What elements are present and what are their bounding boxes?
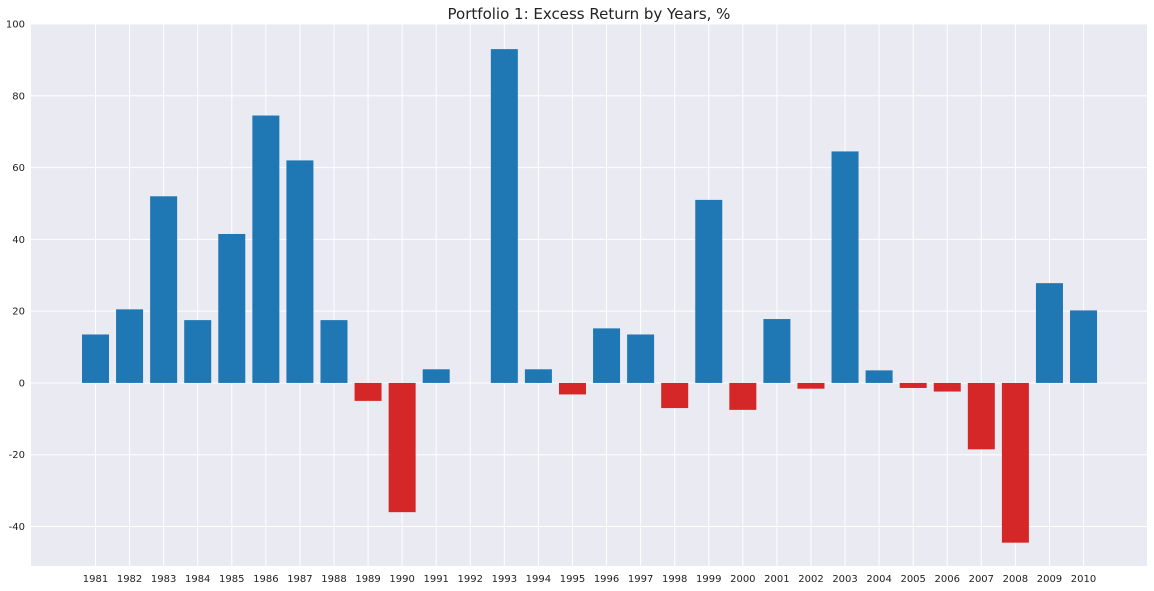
y-tick-label: 100 xyxy=(6,20,25,31)
bar-1991 xyxy=(422,369,450,383)
bar-2008 xyxy=(1001,382,1029,543)
bar-2003 xyxy=(831,151,859,383)
bar-1994 xyxy=(524,369,552,383)
bar-1986 xyxy=(252,115,280,383)
x-tick-label: 1995 xyxy=(560,574,585,585)
x-tick-label: 1992 xyxy=(458,574,483,585)
x-tick-label: 1989 xyxy=(355,574,380,585)
y-axis-ticks: -40 -20 0 20 40 60 80 100 xyxy=(6,20,25,534)
x-tick-label: 2004 xyxy=(866,574,891,585)
bar-1996 xyxy=(593,328,621,383)
bar-2002 xyxy=(797,382,825,389)
y-tick-label: 0 xyxy=(19,378,25,389)
y-tick-label: 20 xyxy=(12,307,25,318)
x-tick-label: 1983 xyxy=(151,574,176,585)
bar-2007 xyxy=(967,382,995,450)
x-tick-label: 2005 xyxy=(900,574,925,585)
x-tick-label: 1994 xyxy=(526,574,551,585)
x-tick-label: 2006 xyxy=(935,574,960,585)
y-tick-label: 60 xyxy=(12,163,25,174)
bar-1981 xyxy=(82,334,109,383)
x-tick-label: 1986 xyxy=(253,574,278,585)
x-tick-label: 1997 xyxy=(628,574,653,585)
plot-area xyxy=(31,24,1147,566)
x-tick-label: 1981 xyxy=(83,574,108,585)
bar-1982 xyxy=(116,309,144,383)
bar-1990 xyxy=(388,382,416,513)
bar-2010 xyxy=(1070,310,1098,383)
bar-1999 xyxy=(695,199,723,383)
bar-1988 xyxy=(320,320,348,383)
x-axis-ticks: 1981 1982 1983 1984 1985 1986 1987 1988 1989 1990… xyxy=(83,574,1096,585)
bar-1995 xyxy=(558,382,586,395)
bar-1984 xyxy=(184,320,212,383)
bar-2005 xyxy=(899,382,927,388)
y-tick-label: -40 xyxy=(9,522,25,533)
bar-2004 xyxy=(865,370,893,383)
x-tick-label: 1993 xyxy=(492,574,517,585)
bar-1983 xyxy=(150,196,178,383)
bar-1993 xyxy=(490,49,518,383)
bar-1989 xyxy=(354,382,382,401)
y-tick-label: 40 xyxy=(12,235,25,246)
x-tick-label: 1999 xyxy=(696,574,721,585)
x-tick-label: 1996 xyxy=(594,574,619,585)
x-tick-label: 2002 xyxy=(798,574,823,585)
x-tick-label: 1998 xyxy=(662,574,687,585)
bar-2001 xyxy=(763,319,791,383)
x-tick-label: 2001 xyxy=(764,574,789,585)
x-tick-label: 1991 xyxy=(423,574,448,585)
x-tick-label: 1987 xyxy=(287,574,312,585)
bar-1985 xyxy=(218,233,246,383)
x-tick-label: 1985 xyxy=(219,574,244,585)
bar-1997 xyxy=(627,334,655,383)
x-tick-label: 2008 xyxy=(1003,574,1028,585)
x-tick-label: 2010 xyxy=(1071,574,1096,585)
bar-1987 xyxy=(286,160,314,383)
x-tick-label: 1990 xyxy=(389,574,414,585)
y-tick-label: 80 xyxy=(12,91,25,102)
x-tick-label: 2003 xyxy=(832,574,857,585)
y-tick-label: -20 xyxy=(9,450,25,461)
bar-1998 xyxy=(661,382,689,409)
chart-title: Portfolio 1: Excess Return by Years, % xyxy=(448,5,731,23)
bar-2006 xyxy=(933,382,961,392)
x-tick-label: 2000 xyxy=(730,574,755,585)
x-tick-label: 2007 xyxy=(969,574,994,585)
bar-2000 xyxy=(729,382,757,410)
bars xyxy=(82,49,1098,543)
x-tick-label: 1982 xyxy=(117,574,142,585)
x-tick-label: 1988 xyxy=(321,574,346,585)
x-tick-label: 1984 xyxy=(185,574,210,585)
x-tick-label: 2009 xyxy=(1037,574,1062,585)
bar-2009 xyxy=(1035,283,1063,383)
